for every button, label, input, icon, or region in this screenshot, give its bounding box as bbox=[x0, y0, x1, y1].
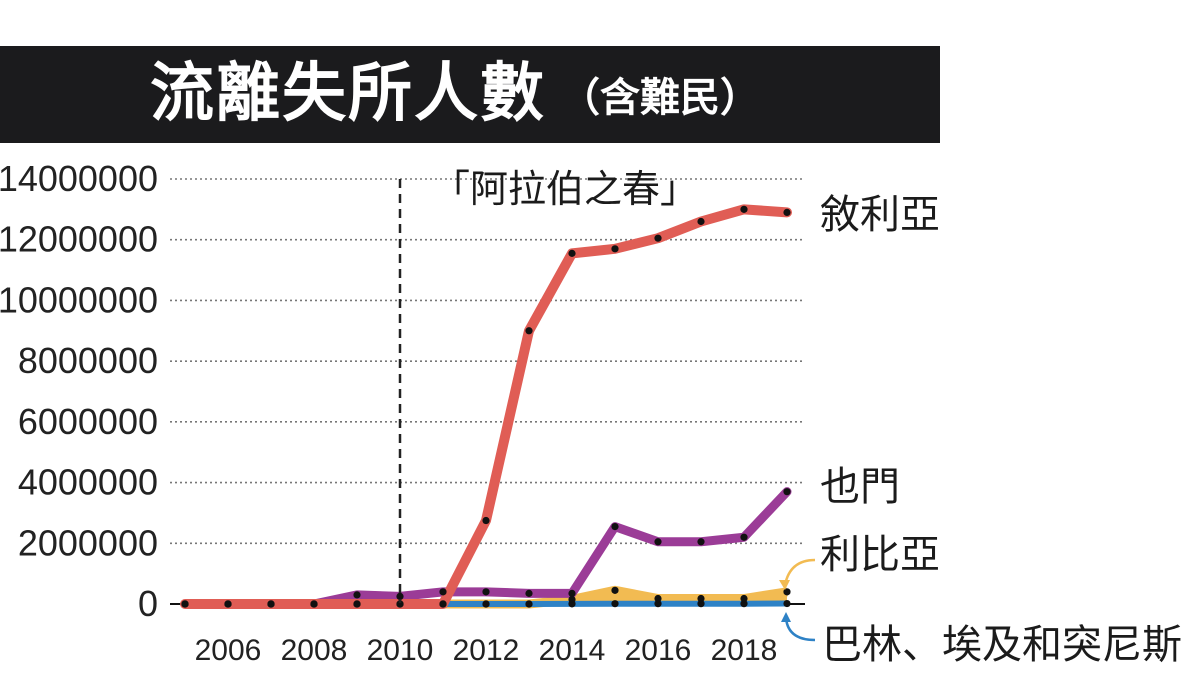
data-point bbox=[654, 594, 662, 603]
data-point bbox=[697, 600, 705, 608]
data-point bbox=[654, 538, 662, 546]
data-point bbox=[310, 600, 318, 608]
data-point bbox=[525, 327, 533, 335]
data-point bbox=[783, 488, 791, 496]
data-point bbox=[740, 533, 748, 541]
x-tick-label: 2012 bbox=[453, 634, 520, 667]
chart-title: 流離失所人數 bbox=[150, 57, 546, 131]
data-point bbox=[611, 586, 619, 594]
series-label-yemen: 也門 bbox=[820, 464, 900, 510]
data-point bbox=[654, 234, 662, 242]
arab-spring-annotation: 「阿拉伯之春」 bbox=[398, 167, 698, 603]
data-point bbox=[783, 588, 791, 596]
data-point bbox=[439, 588, 447, 596]
x-tick-label: 2018 bbox=[711, 634, 778, 667]
data-point bbox=[568, 589, 576, 597]
data-point bbox=[654, 600, 662, 608]
data-point bbox=[783, 208, 791, 216]
area-libya bbox=[185, 590, 787, 604]
data-point bbox=[697, 538, 705, 546]
data-point bbox=[611, 522, 619, 531]
data-point bbox=[740, 594, 748, 603]
y-tick-label: 14000000 bbox=[0, 158, 158, 199]
data-point bbox=[396, 600, 404, 608]
y-tick-label: 10000000 bbox=[0, 279, 158, 320]
data-points bbox=[181, 205, 791, 608]
data-point bbox=[353, 600, 361, 608]
data-point bbox=[396, 592, 404, 601]
x-tick-label: 2016 bbox=[625, 634, 692, 667]
data-point bbox=[439, 600, 447, 608]
series-label-bahrain-egypt-tunisia: 巴林、埃及和突尼斯 bbox=[822, 622, 1182, 668]
data-point bbox=[525, 589, 533, 597]
data-point bbox=[353, 591, 361, 599]
x-tick-label: 2006 bbox=[195, 634, 262, 667]
data-point bbox=[568, 249, 576, 257]
data-point bbox=[482, 516, 490, 525]
series-label-syria: 敘利亞 bbox=[820, 192, 940, 238]
y-tick-label: 4000000 bbox=[18, 462, 158, 503]
title-bar: 流離失所人數 （含難民） bbox=[0, 46, 940, 143]
y-tick-label: 6000000 bbox=[18, 401, 158, 442]
arab-spring-label: 「阿拉伯之春」 bbox=[432, 167, 698, 211]
data-point bbox=[697, 594, 705, 603]
data-point bbox=[568, 595, 576, 604]
series-label-libya: 利比亞 bbox=[820, 532, 940, 578]
y-axis-ticks: 0 2000000 4000000 6000000 8000000 10000000 120… bbox=[0, 158, 158, 624]
data-point bbox=[611, 600, 619, 608]
y-tick-label: 0 bbox=[138, 583, 158, 624]
data-point bbox=[740, 600, 748, 608]
data-point bbox=[783, 599, 791, 608]
y-tick-label: 8000000 bbox=[18, 340, 158, 381]
x-tick-label: 2014 bbox=[539, 634, 606, 667]
data-point bbox=[482, 588, 490, 596]
series-lines bbox=[180, 204, 792, 609]
x-axis-ticks: 2006 2008 2010 2012 2014 2016 2018 bbox=[195, 634, 778, 667]
data-point bbox=[611, 245, 619, 253]
pointer-arrowhead-bahrain bbox=[781, 612, 791, 622]
data-point bbox=[525, 600, 533, 608]
chart-subtitle: （含難民） bbox=[560, 75, 760, 121]
pointer-arrowhead-libya bbox=[779, 580, 790, 590]
data-point bbox=[740, 205, 748, 213]
x-tick-label: 2008 bbox=[281, 634, 348, 667]
data-point bbox=[267, 600, 275, 608]
y-tick-label: 12000000 bbox=[0, 219, 158, 260]
data-point bbox=[181, 600, 189, 608]
data-point bbox=[224, 600, 232, 608]
data-point bbox=[697, 217, 705, 226]
x-tick-label: 2010 bbox=[367, 634, 434, 667]
data-point bbox=[482, 600, 490, 608]
y-tick-label: 2000000 bbox=[18, 522, 158, 563]
pointer-libya bbox=[783, 558, 816, 586]
